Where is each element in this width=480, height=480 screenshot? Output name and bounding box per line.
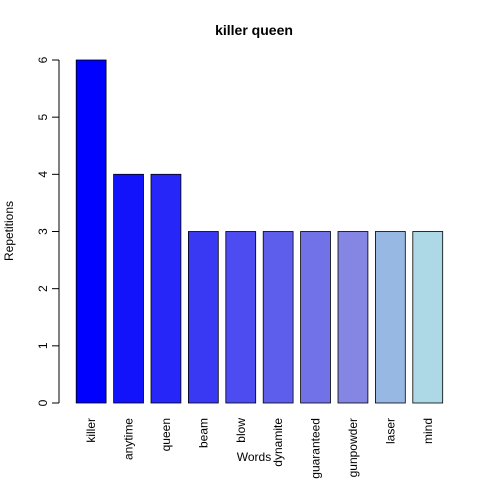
x-tick-label-killer: killer: [84, 418, 98, 443]
x-tick-label-dynamite: dynamite: [271, 418, 285, 467]
bar-queen: [150, 173, 182, 404]
bar-killer: [75, 59, 107, 404]
bar-blow: [225, 231, 257, 404]
y-axis: 0 1 2 3 4 5 6: [36, 56, 60, 406]
x-tick-label-guaranteed: guaranteed: [309, 418, 323, 479]
y-tick-label: 1: [36, 342, 50, 349]
y-axis-label: Repetitions: [2, 201, 16, 261]
bar-laser: [374, 231, 406, 404]
bar-dynamite: [262, 231, 294, 404]
y-tick-label: 5: [36, 114, 50, 121]
y-tick-label: 3: [36, 228, 50, 235]
y-tick-label: 2: [36, 285, 50, 292]
x-tick-label-mind: mind: [421, 418, 435, 444]
bar-mind: [412, 231, 444, 404]
x-tick-label-gunpowder: gunpowder: [346, 418, 360, 477]
x-tick-label-anytime: anytime: [122, 418, 136, 460]
chart-title: killer queen: [215, 22, 293, 38]
x-axis-label: Words: [237, 450, 271, 464]
bar-anytime: [113, 173, 144, 404]
x-tick-label-beam: beam: [196, 418, 210, 448]
bars: [75, 59, 444, 404]
bar-gunpowder: [337, 231, 369, 404]
x-tick-label-queen: queen: [159, 418, 173, 451]
x-tick-labels: killer anytime queen beam blow dynamite guaran…: [84, 418, 435, 479]
bar-guaranteed: [300, 231, 331, 404]
y-tick-label: 0: [36, 399, 50, 406]
y-tick-label: 4: [36, 171, 50, 178]
x-tick-label-blow: blow: [234, 418, 248, 443]
bar-beam: [187, 231, 219, 404]
x-tick-label-laser: laser: [383, 418, 397, 444]
y-tick-label: 6: [36, 56, 50, 63]
